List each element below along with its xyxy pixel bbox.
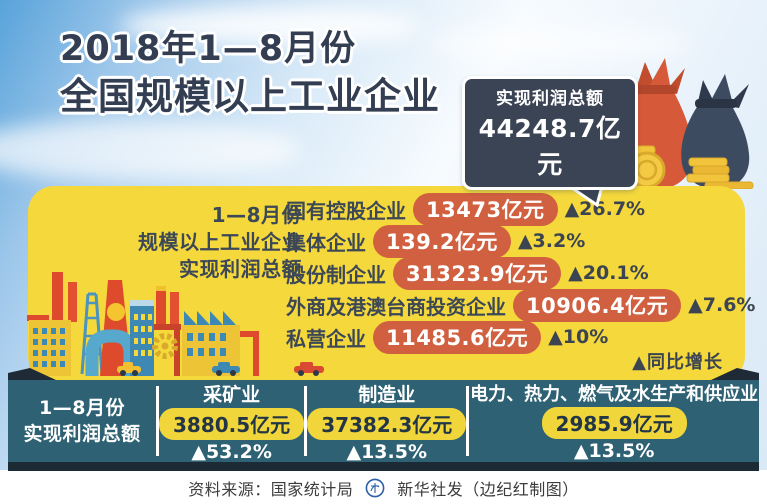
cloud-shape	[430, 26, 690, 60]
intro-line: 实现利润总额	[179, 257, 302, 281]
data-source-text: 资料来源：国家统计局	[188, 479, 354, 499]
change-value: ▲13.5%	[573, 440, 655, 462]
table-row: 股份制企业 31323.9亿元 ▲20.1%	[286, 256, 755, 290]
value-pill: 11485.6亿元	[373, 320, 542, 354]
table-row: 集体企业 139.2亿元 ▲3.2%	[286, 224, 755, 258]
ownership-rows: 国有控股企业 13473亿元 ▲26.7% 集体企业 139.2亿元 ▲3.2%…	[286, 192, 756, 354]
car-icon	[117, 362, 141, 376]
row-label: 私营企业	[286, 326, 366, 351]
value-pill: 31323.9亿元	[393, 256, 562, 290]
change-value: ▲7.6%	[688, 294, 756, 316]
change-value: ▲10%	[548, 326, 609, 348]
gear-icon	[152, 333, 178, 359]
intro-line: 规模以上工业企业	[138, 230, 302, 254]
value-pill: 13473亿元	[413, 192, 558, 226]
table-row: 国有控股企业 13473亿元 ▲26.7%	[286, 192, 755, 226]
value-pill: 37382.3亿元	[307, 407, 467, 440]
cloud-shape	[0, 120, 300, 180]
cloud-shape	[120, 6, 420, 46]
divider	[466, 386, 470, 456]
callout-value: 44248.7亿元	[478, 114, 622, 179]
row-label: 国有控股企业	[286, 198, 406, 223]
value-pill: 139.2亿元	[373, 224, 511, 258]
change-value: ▲13.5%	[346, 440, 427, 463]
row-label: 集体企业	[286, 230, 366, 255]
value-pill: 2985.9亿元	[541, 407, 687, 439]
sector-panel-intro: 1—8月份 实现利润总额	[8, 395, 156, 447]
table-row: 外商及港澳台商投资企业 10906.4亿元 ▲7.6%	[286, 288, 756, 322]
change-value: ▲26.7%	[564, 198, 646, 220]
total-profit-callout: 实现利润总额 44248.7亿元	[462, 76, 638, 208]
sector-label: 采矿业	[203, 383, 261, 406]
row-label: 外商及港澳台商投资企业	[286, 294, 506, 319]
car-icon	[212, 362, 240, 376]
intro-line: 1—8月份	[211, 203, 302, 227]
intro-line: 实现利润总额	[23, 423, 141, 445]
title-line-2: 全国规模以上工业企业	[60, 75, 440, 118]
callout-label: 实现利润总额	[496, 89, 604, 109]
ownership-panel: 1—8月份 规模以上工业企业 实现利润总额 国有控股企业 13473亿元 ▲26…	[27, 186, 755, 382]
change-value: ▲3.2%	[517, 230, 586, 252]
change-value: ▲53.2%	[191, 440, 272, 463]
car-icon	[294, 362, 324, 376]
sector-label: 电力、热力、燃气及水生产和供应业	[470, 384, 759, 405]
xinhua-logo-icon	[365, 478, 385, 498]
sector-column: 制造业 37382.3亿元 ▲13.5%	[307, 380, 467, 463]
intro-line: 1—8月份	[39, 397, 125, 419]
ownership-panel-intro: 1—8月份 规模以上工业企业 实现利润总额	[106, 202, 302, 283]
divider	[304, 386, 308, 456]
value-pill: 3880.5亿元	[159, 407, 305, 440]
page-title: 2018年1—8月份 全国规模以上工业企业	[60, 26, 440, 120]
footer: 资料来源：国家统计局 新华社发（边纪红制图）	[0, 471, 767, 504]
divider	[156, 386, 159, 456]
credit-text: 新华社发（边纪红制图）	[397, 479, 579, 499]
yoy-legend-note: ▲同比增长	[632, 352, 723, 373]
factory-illustration	[27, 272, 324, 376]
sector-column: 采矿业 3880.5亿元 ▲53.2%	[159, 380, 305, 463]
sector-column: 电力、热力、燃气及水生产和供应业 2985.9亿元 ▲13.5%	[469, 380, 759, 462]
sector-panel: 1—8月份 实现利润总额 采矿业 3880.5亿元 ▲53.2% 制造业 373…	[8, 368, 759, 471]
table-row: 私营企业 11485.6亿元 ▲10%	[286, 320, 755, 354]
sector-label: 制造业	[358, 383, 416, 406]
row-label: 股份制企业	[286, 262, 386, 287]
change-value: ▲20.1%	[568, 262, 649, 284]
title-line-1: 2018年1—8月份	[60, 29, 357, 69]
value-pill: 10906.4亿元	[513, 288, 682, 322]
